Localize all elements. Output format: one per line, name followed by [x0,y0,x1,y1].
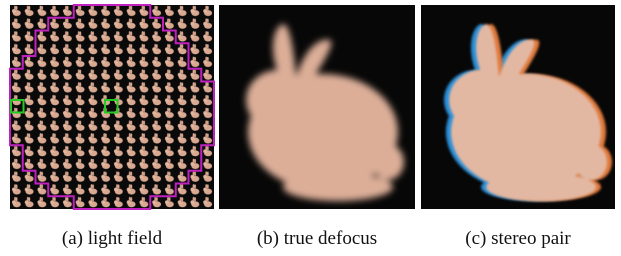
page: (a) light field (b) true defocus (c) ste… [0,0,621,256]
figure: (a) light field (b) true defocus (c) ste… [0,0,621,256]
caption: (a) light field [62,228,163,249]
light-field-panel [10,5,214,209]
caption: (c) stereo pair [465,228,571,249]
defocus-panel [219,5,415,209]
stereo-panel [421,5,615,209]
caption: (b) true defocus [257,228,377,249]
